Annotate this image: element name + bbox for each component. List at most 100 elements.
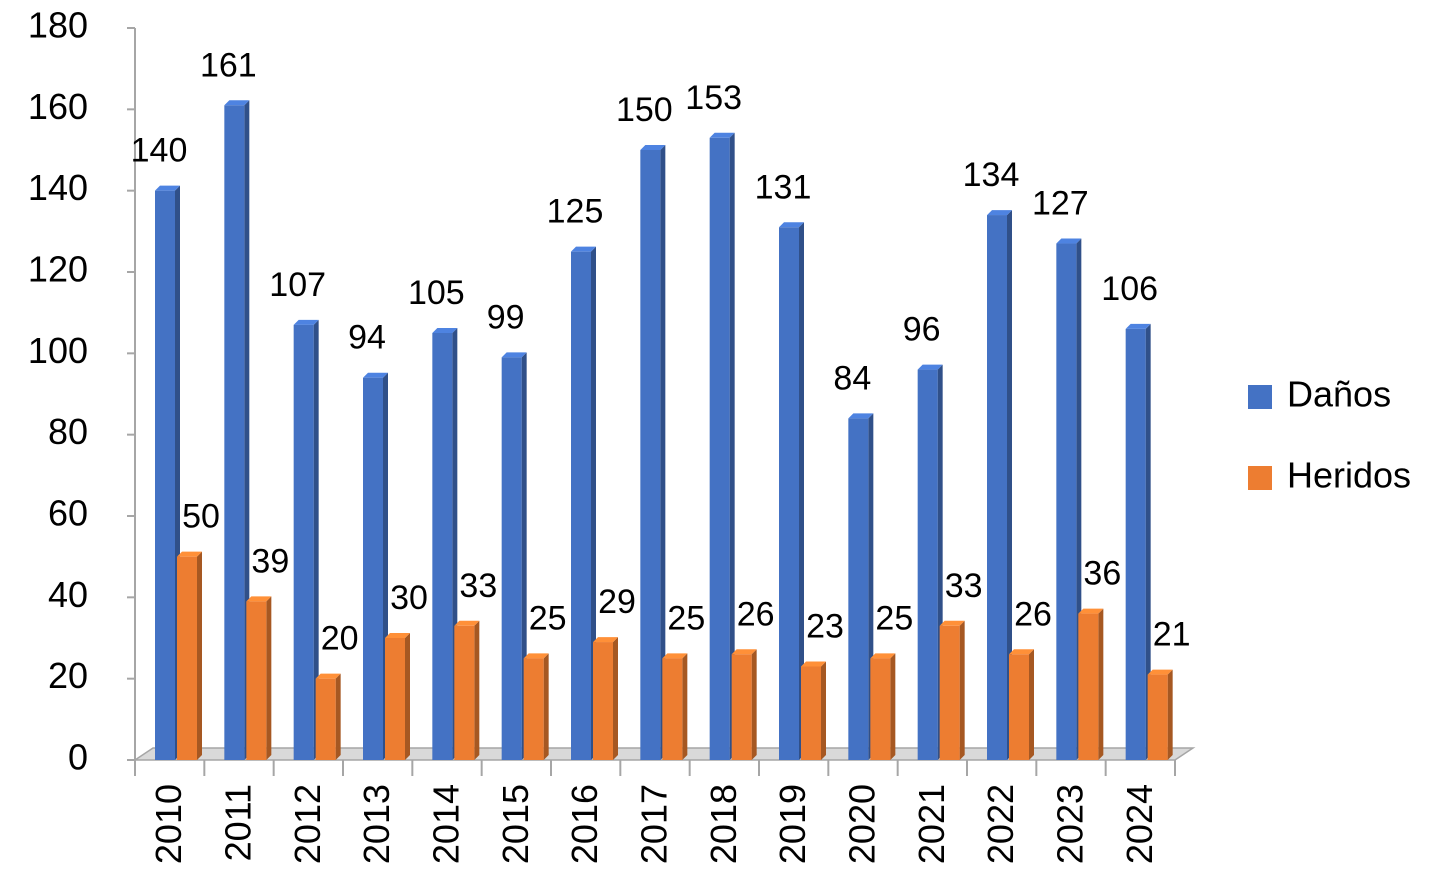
bar-top <box>1078 608 1104 614</box>
bar-side <box>1029 649 1034 760</box>
data-label: 131 <box>755 168 812 206</box>
x-tick-label: 2020 <box>842 784 883 864</box>
x-tick-label: 2010 <box>148 784 189 864</box>
data-label: 33 <box>459 567 497 605</box>
data-label: 94 <box>348 319 386 357</box>
bar <box>224 105 245 761</box>
data-label: 36 <box>1083 555 1121 593</box>
bar <box>454 625 475 760</box>
bar-side <box>682 653 688 760</box>
data-label: 134 <box>963 156 1020 194</box>
data-label: 107 <box>269 266 326 304</box>
bar-top <box>432 328 458 333</box>
x-tick-label: 2024 <box>1119 784 1160 864</box>
bar-top <box>917 364 943 370</box>
y-tick-label: 120 <box>28 249 88 290</box>
bar <box>432 333 453 760</box>
data-label: 125 <box>547 193 604 231</box>
x-tick-label: 2013 <box>356 784 397 864</box>
bar-side <box>1007 210 1012 761</box>
bar-side <box>266 596 272 760</box>
bar-top <box>939 620 965 626</box>
bar-top <box>1056 238 1082 244</box>
legend-swatch <box>1248 466 1272 490</box>
data-label: 140 <box>131 132 188 170</box>
bar-top <box>293 319 319 325</box>
bar-top <box>987 210 1012 216</box>
bar <box>593 642 613 760</box>
bar <box>801 666 821 760</box>
bar <box>640 150 661 760</box>
bar <box>1125 328 1146 760</box>
data-label: 127 <box>1032 185 1089 223</box>
bar <box>709 137 730 761</box>
data-label: 29 <box>598 583 636 621</box>
y-tick-label: 140 <box>28 167 88 208</box>
bar <box>315 678 336 760</box>
x-tick-label: 2019 <box>772 784 813 864</box>
bar <box>848 418 869 760</box>
x-tick-label: 2014 <box>426 784 467 864</box>
bar <box>1056 243 1077 761</box>
y-tick-label: 20 <box>48 655 88 696</box>
bar-side <box>474 620 480 760</box>
y-tick-label: 100 <box>28 330 88 371</box>
x-tick-label: 2021 <box>911 784 952 864</box>
y-tick-label: 180 <box>28 5 88 46</box>
bar <box>1009 654 1029 760</box>
bar-top <box>523 653 549 659</box>
x-tick-label: 2011 <box>218 784 259 861</box>
x-tick-label: 2012 <box>287 784 328 864</box>
bar-top <box>155 185 180 191</box>
bar-side <box>729 132 735 761</box>
bar-top <box>1147 669 1173 675</box>
bar-side <box>405 633 410 760</box>
legend-swatch <box>1248 385 1272 409</box>
bar-top <box>363 372 388 378</box>
bar <box>246 601 267 760</box>
bar <box>870 658 891 760</box>
bar-side <box>890 653 896 760</box>
bar-side <box>1145 323 1151 760</box>
bar <box>1078 613 1099 760</box>
bar-top <box>709 132 735 138</box>
data-label: 161 <box>200 46 257 84</box>
bar <box>917 369 938 760</box>
bar <box>155 190 175 760</box>
data-label: 153 <box>685 79 742 117</box>
bar-top <box>224 100 250 106</box>
bar-top <box>1009 649 1034 655</box>
bar-top <box>1125 323 1151 329</box>
legend-label: Heridos <box>1287 455 1411 496</box>
bar <box>987 215 1007 761</box>
bar-top <box>870 653 896 659</box>
bar-side <box>751 649 757 760</box>
bar-side <box>799 222 804 760</box>
data-label: 25 <box>529 599 567 637</box>
data-label: 20 <box>321 620 359 658</box>
y-tick-label: 80 <box>48 411 88 452</box>
y-tick-label: 60 <box>48 493 88 534</box>
y-tick-label: 40 <box>48 574 88 615</box>
data-label: 84 <box>833 359 871 397</box>
bar-side <box>543 653 549 760</box>
x-tick-label: 2015 <box>495 784 536 864</box>
data-label: 23 <box>806 607 844 645</box>
data-label: 96 <box>903 311 941 349</box>
bar-top <box>593 637 618 643</box>
bar-top <box>779 222 804 228</box>
bar-top <box>454 620 480 626</box>
data-label: 99 <box>487 298 525 336</box>
bar-side <box>660 145 666 760</box>
data-label: 106 <box>1101 270 1158 308</box>
y-tick-label: 0 <box>68 737 88 778</box>
bar <box>779 227 799 760</box>
bar-side <box>613 637 618 760</box>
bar <box>363 377 383 760</box>
bar <box>501 357 522 760</box>
data-label: 26 <box>1014 595 1052 633</box>
bar-top <box>848 413 874 419</box>
data-label: 105 <box>408 274 465 312</box>
bar <box>939 625 960 760</box>
bar-side <box>591 246 596 760</box>
